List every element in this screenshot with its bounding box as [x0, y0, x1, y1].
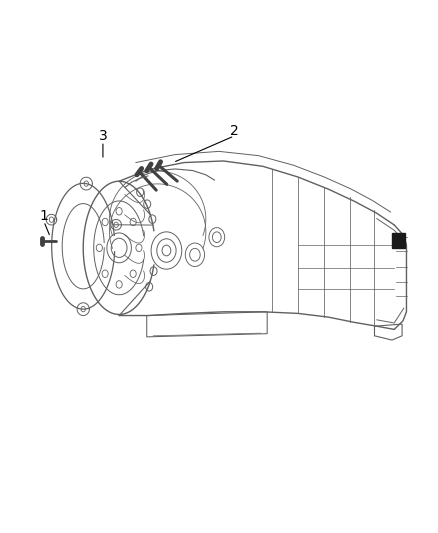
- Bar: [392, 233, 405, 248]
- Text: 3: 3: [99, 129, 107, 143]
- Text: 1: 1: [39, 209, 48, 223]
- Text: 2: 2: [230, 124, 239, 138]
